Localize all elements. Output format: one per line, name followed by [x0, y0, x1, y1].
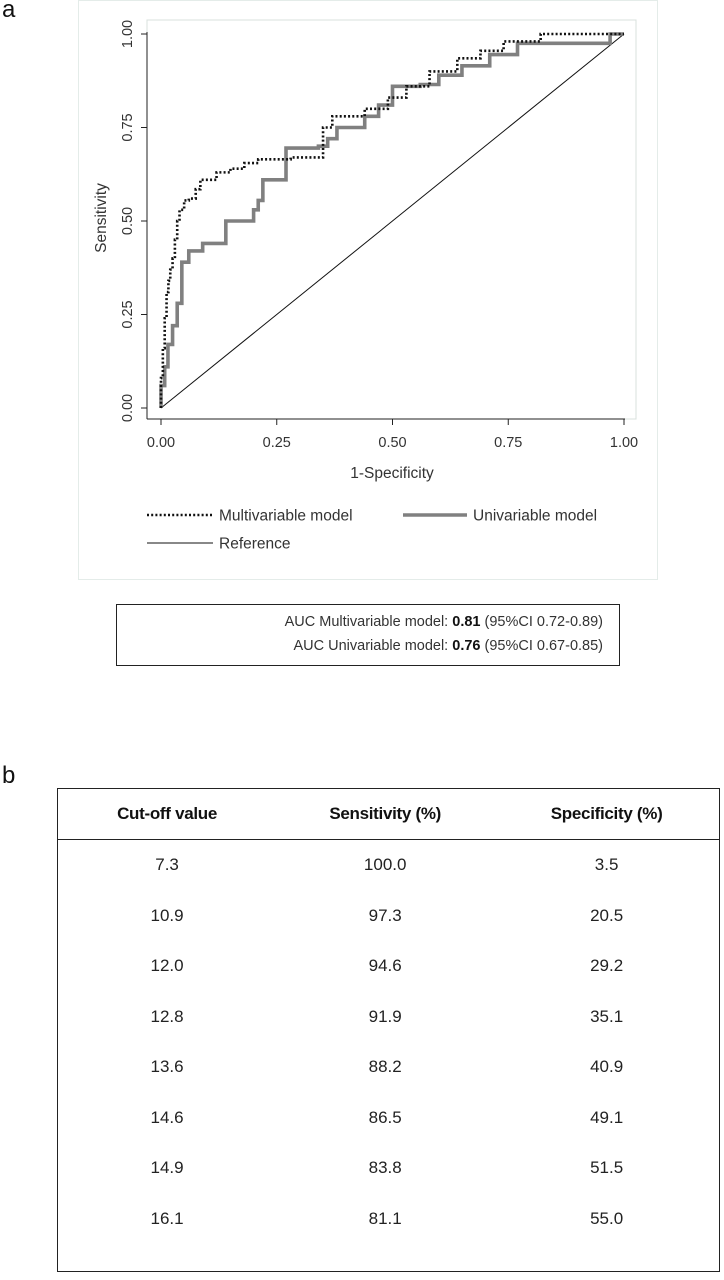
x-tick-label: 0.75 [494, 435, 522, 451]
x-axis-label: 1-Specificity [350, 465, 434, 482]
table-header-row: Cut-off value Sensitivity (%) Specificit… [58, 789, 719, 840]
cell-specificity: 40.9 [590, 1057, 624, 1077]
auc-univariable-value: 0.76 [452, 638, 481, 654]
cell-specificity: 29.2 [590, 956, 624, 976]
table-row: 16.1 81.1 55.0 [58, 1194, 719, 1245]
table-row: 13.6 88.2 40.9 [58, 1042, 719, 1093]
header-sensitivity: Sensitivity (%) [276, 789, 495, 840]
table-row: 12.8 91.9 35.1 [58, 992, 719, 1043]
cell-sensitivity: 91.9 [368, 1006, 402, 1026]
cell-specificity: 3.5 [594, 855, 619, 875]
y-tick-label: 0.25 [120, 300, 136, 328]
cell-cutoff: 14.6 [150, 1107, 184, 1127]
cutoff-table: Cut-off value Sensitivity (%) Specificit… [57, 788, 720, 1272]
y-tick-label: 0.50 [120, 207, 136, 235]
table-row: 12.0 94.6 29.2 [58, 941, 719, 992]
table-row: 7.3 100.0 3.5 [58, 840, 719, 891]
auc-summary-box: AUC Multivariable model: 0.81 (95%CI 0.7… [116, 604, 620, 666]
y-axis-label: Sensitivity [93, 183, 110, 253]
roc-chart: 0.00 0.25 0.50 0.75 1.00 0.00 0.25 0.50 0.75 1.00… [78, 0, 658, 580]
table-row: 14.6 86.5 49.1 [58, 1093, 719, 1144]
series-line-multivariable-model [159, 32, 624, 408]
cell-cutoff: 14.9 [150, 1158, 184, 1178]
table-row: 10.9 97.3 20.5 [58, 891, 719, 942]
cell-cutoff: 16.1 [150, 1208, 184, 1228]
x-tick-label: 0.25 [263, 435, 291, 451]
header-cutoff: Cut-off value [58, 789, 277, 840]
graph-region-frame [78, 0, 658, 580]
auc-multivariable-label: AUC Multivariable model: [284, 614, 449, 630]
cell-sensitivity: 97.3 [368, 905, 402, 925]
cell-cutoff: 12.0 [150, 956, 184, 976]
auc-multivariable-line: AUC Multivariable model: 0.81 (95%CI 0.7… [285, 614, 603, 630]
cell-specificity: 35.1 [590, 1006, 624, 1026]
cell-sensitivity: 100.0 [363, 855, 407, 875]
series-line-reference [160, 33, 625, 409]
panel-b-label: b [2, 762, 16, 789]
cell-cutoff: 7.3 [155, 855, 179, 875]
auc-univariable-label: AUC Univariable model: [293, 638, 449, 654]
x-tick-label: 0.50 [378, 435, 406, 451]
auc-univariable-line: AUC Univariable model: 0.76 (95%CI 0.67-… [293, 638, 603, 654]
cell-specificity: 51.5 [590, 1158, 624, 1178]
cell-specificity: 55.0 [590, 1208, 624, 1228]
header-specificity: Specificity (%) [494, 789, 719, 840]
legend-label: Reference [219, 536, 291, 553]
cell-sensitivity: 94.6 [368, 956, 402, 976]
legend-label: Multivariable model [219, 508, 353, 525]
cell-cutoff: 10.9 [150, 905, 184, 925]
x-tick-label: 0.00 [147, 435, 175, 451]
cell-sensitivity: 86.5 [368, 1107, 402, 1127]
plot-region-frame [146, 19, 637, 420]
legend-label: Univariable model [473, 508, 597, 525]
cell-cutoff: 13.6 [150, 1057, 184, 1077]
table-row: 14.9 83.8 51.5 [58, 1143, 719, 1194]
y-tick-label: 1.00 [120, 20, 136, 48]
auc-multivariable-value: 0.81 [452, 614, 481, 630]
cell-sensitivity: 83.8 [368, 1158, 402, 1178]
cell-sensitivity: 81.1 [368, 1208, 402, 1228]
auc-multivariable-ci: (95%CI 0.72-0.89) [484, 614, 603, 630]
x-tick-label: 1.00 [610, 435, 638, 451]
cell-specificity: 49.1 [590, 1107, 624, 1127]
y-tick-label: 0.00 [120, 394, 136, 422]
panel-a-label: a [2, 0, 16, 23]
cell-cutoff: 12.8 [150, 1006, 184, 1026]
series-line-univariable-model [159, 32, 624, 408]
cell-sensitivity: 88.2 [368, 1057, 402, 1077]
auc-univariable-ci: (95%CI 0.67-0.85) [484, 638, 603, 654]
cell-specificity: 20.5 [590, 905, 624, 925]
y-tick-label: 0.75 [120, 113, 136, 141]
